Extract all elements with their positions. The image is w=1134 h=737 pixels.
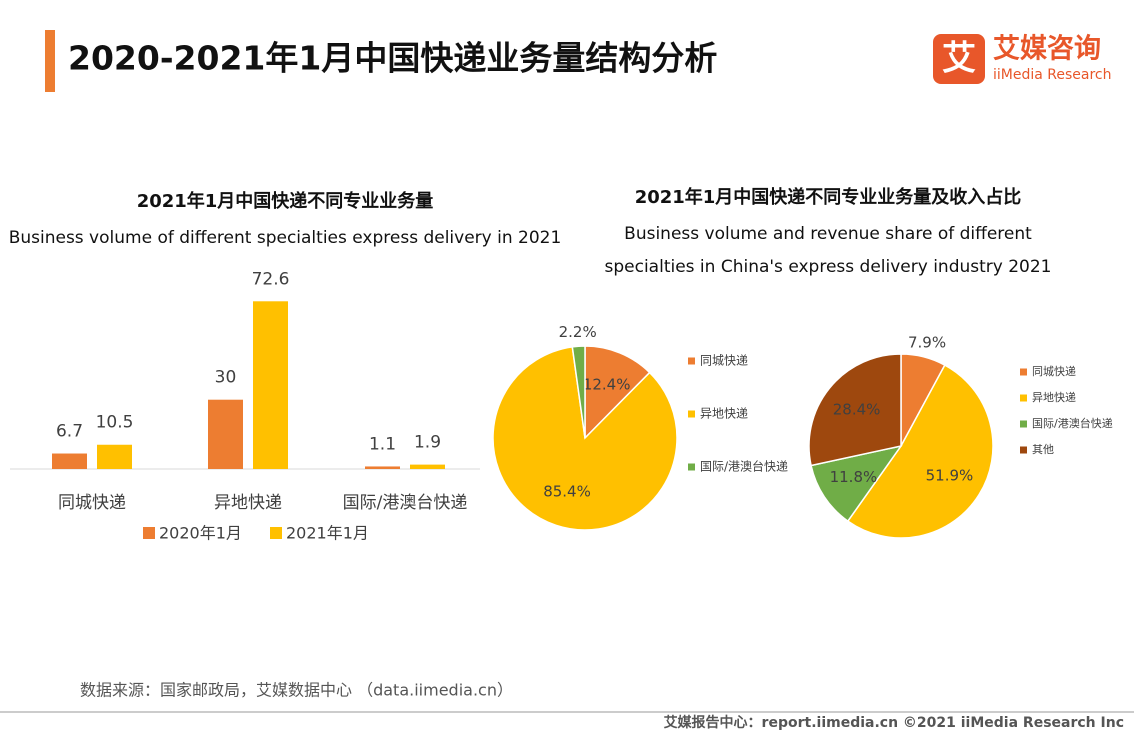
legend-swatch	[1020, 368, 1027, 376]
x-tick-label: 异地快递	[214, 493, 282, 513]
legend-swatch	[270, 527, 282, 539]
pie-slice	[584, 345, 651, 440]
chart-title: 2021年1月中国快递不同专业业务量及收入占比	[635, 186, 1022, 208]
value-label: 7.9%	[908, 334, 946, 352]
page-title: 2020-2021年1月中国快递业务量结构分析	[68, 39, 717, 78]
value-label: 72.6	[252, 269, 290, 289]
logo-box	[933, 34, 985, 84]
chart-subtitle: Business volume of different specialties…	[9, 228, 562, 248]
value-label: 30	[215, 368, 237, 388]
bar	[253, 301, 288, 469]
chart-subtitle: specialties in China's express delivery …	[605, 257, 1052, 277]
legend-swatch	[1020, 420, 1027, 428]
chart-title: 2021年1月中国快递不同专业业务量	[137, 190, 434, 212]
bar	[52, 453, 87, 469]
pie-slice	[810, 444, 903, 523]
legend-swatch	[1020, 394, 1027, 402]
legend-label: 同城快递	[700, 354, 748, 368]
title-accent	[45, 30, 55, 92]
legend-label: 异地快递	[1032, 390, 1076, 404]
legend-label: 国际/港澳台快递	[1032, 416, 1113, 430]
pie-slice	[808, 353, 902, 467]
bar	[208, 399, 243, 469]
x-tick-label: 同城快递	[58, 493, 126, 513]
value-label: 1.1	[369, 434, 396, 454]
value-label: 6.7	[56, 422, 83, 442]
legend-label: 2020年1月	[159, 524, 242, 543]
legend-swatch	[688, 410, 695, 418]
logo-cn: 艾媒咨询	[993, 33, 1101, 65]
legend-label: 国际/港澳台快递	[700, 459, 788, 474]
legend-swatch	[1020, 446, 1027, 454]
bar	[410, 464, 445, 469]
value-label: 85.4%	[543, 483, 591, 501]
value-label: 11.8%	[830, 468, 878, 486]
pie-slice	[492, 346, 678, 531]
value-label: 28.4%	[833, 401, 881, 419]
value-label: 10.5	[96, 413, 134, 433]
legend-swatch	[143, 527, 155, 539]
legend-label: 同城快递	[1032, 364, 1076, 378]
chart-subtitle: Business volume and revenue share of dif…	[624, 224, 1032, 244]
pie-slice	[571, 345, 586, 439]
value-label: 51.9%	[926, 467, 974, 485]
logo-en: iiMedia Research	[993, 67, 1112, 83]
legend-swatch	[688, 463, 695, 471]
value-label: 1.9	[414, 433, 441, 453]
legend-label: 2021年1月	[286, 524, 369, 543]
bar	[97, 444, 132, 469]
footer: 艾媒报告中心：report.iimedia.cn ©2021 iiMedia R…	[664, 714, 1124, 731]
source: 数据来源：国家邮政局，艾媒数据中心 （data.iimedia.cn）	[80, 681, 513, 700]
value-label: 12.4%	[583, 376, 631, 394]
legend-swatch	[688, 357, 695, 365]
x-tick-label: 国际/港澳台快递	[343, 493, 468, 513]
bar	[365, 466, 400, 469]
value-label: 2.2%	[559, 323, 597, 341]
pie-slice	[846, 364, 994, 539]
legend-label: 其他	[1032, 443, 1054, 456]
legend-label: 异地快递	[700, 407, 748, 421]
logo-icon: 艾	[942, 39, 976, 79]
